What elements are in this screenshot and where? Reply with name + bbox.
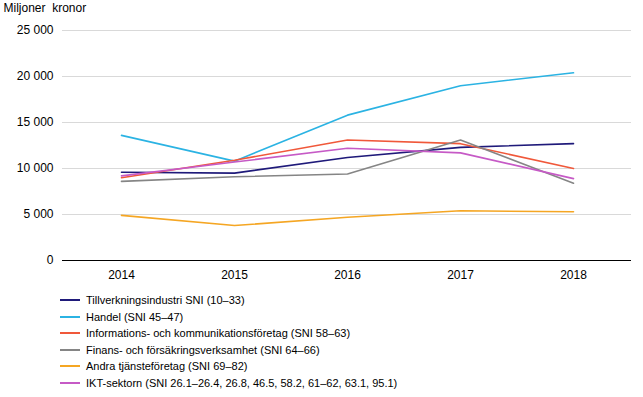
svg-text:2018: 2018 (560, 268, 587, 282)
svg-text:2017: 2017 (447, 268, 474, 282)
html-text:Finans- och försäkringsverksam: Finans- och försäkringsverksamhet (SNI 6… (86, 343, 320, 356)
html-text:Informations- och kommunikatio: Informations- och kommunikationsföretag … (86, 327, 351, 340)
svg-text:10 000: 10 000 (17, 161, 54, 175)
html-text:Handel (SNI 45–47): Handel (SNI 45–47) (86, 310, 184, 323)
svg-text:0: 0 (47, 253, 54, 267)
svg-text:2014: 2014 (108, 268, 135, 282)
html-text:Tillverkningsindustri SNI (10–: Tillverkningsindustri SNI (10–33) (86, 294, 245, 307)
svg-text:5 000: 5 000 (23, 207, 53, 221)
svg-text:25 000: 25 000 (17, 23, 54, 37)
svg-text:Miljoner kronor: Miljoner kronor (4, 1, 87, 15)
html-text:Andra tjänsteföretag (SNI 69–8: Andra tjänsteföretag (SNI 69–82) (86, 360, 248, 373)
svg-text:2016: 2016 (334, 268, 361, 282)
svg-text:20 000: 20 000 (17, 69, 54, 83)
svg-text:15 000: 15 000 (17, 115, 54, 129)
html-text:IKT-sektorn (SNI 26.1–26.4, 26: IKT-sektorn (SNI 26.1–26.4, 26.8, 46.5, … (86, 376, 398, 389)
svg-text:2015: 2015 (221, 268, 248, 282)
